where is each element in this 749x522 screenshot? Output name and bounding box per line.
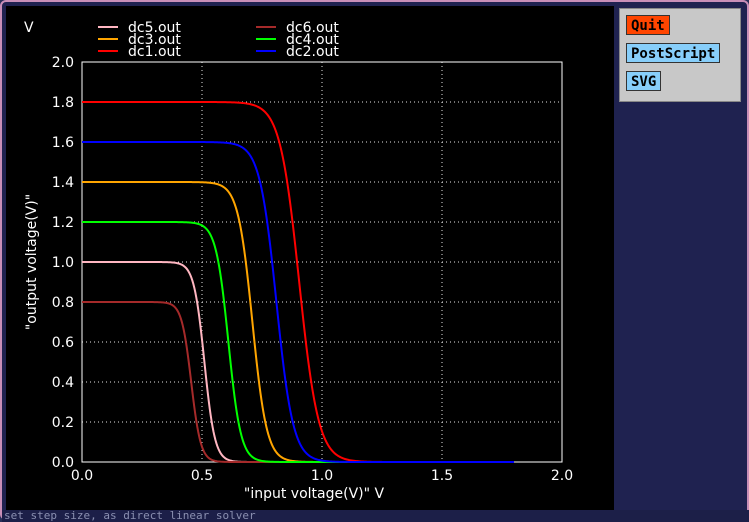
x-tick-label: 2.0 [551,468,573,484]
y-axis-label: "output voltage(V)" [24,194,40,330]
y-tick-label: 0.0 [52,455,74,471]
status-strip: set step size, as direct linear solver [2,510,749,522]
legend-label: dc3.out [128,32,181,48]
y-tick-label: 0.4 [52,375,74,391]
plot-area: 0.0 0.2 0.4 0.6 0.8 1.0 1.2 1.4 1.6 1.8 2.0 0.0 0.5 1… [6,6,614,510]
y-tick-label: 1.8 [52,95,74,111]
legend-label: dc1.out [128,44,181,60]
series-line-dc1-out [82,101,514,463]
legend-label: dc4.out [286,32,339,48]
y-tick-label: 1.4 [52,175,74,191]
series-line-dc5-out [82,261,514,463]
x-axis-label: "input voltage(V)" V [244,486,385,502]
chart: 0.0 0.2 0.4 0.6 0.8 1.0 1.2 1.4 1.6 1.8 2.0 0.0 0.5 1… [24,20,573,502]
y-tick-label: 1.6 [52,135,74,151]
button-panel: Quit PostScript SVG [619,8,741,102]
y-tick-label: 2.0 [52,55,74,71]
quit-button[interactable]: Quit [626,15,670,35]
y-tick-label: 0.2 [52,415,74,431]
x-tick-label: 1.5 [431,468,453,484]
svg-button[interactable]: SVG [626,71,662,91]
status-text: set step size, as direct linear solver [4,510,256,522]
y-tick-label: 0.8 [52,295,74,311]
series-line-dc3-out [82,181,514,463]
legend-label: dc2.out [286,44,339,60]
x-tick-label: 0.0 [71,468,93,484]
y-tick-label: 1.0 [52,255,74,271]
legend-label: dc6.out [286,20,339,36]
x-tick-label: 0.5 [191,468,213,484]
legend-label: dc5.out [128,20,181,36]
series-line-dc2-out [82,141,514,463]
y-tick-label: 1.2 [52,215,74,231]
postscript-button[interactable]: PostScript [626,43,721,63]
y-unit-label: V [24,20,34,36]
x-tick-label: 1.0 [311,468,333,484]
y-tick-label: 0.6 [52,335,74,351]
